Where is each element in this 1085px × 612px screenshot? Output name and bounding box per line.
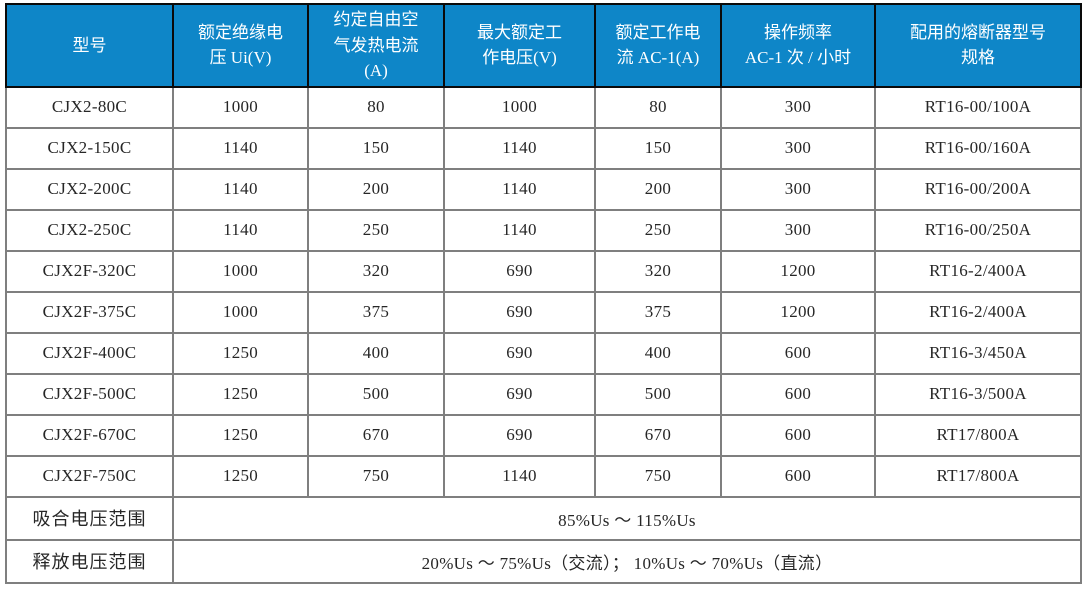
cell-model: CJX2F-375C bbox=[5, 290, 174, 334]
header-row: 型号 额定绝缘电 压 Ui(V) 约定自由空 气发热电流 (A) 最大额定工 作电压(… bbox=[5, 3, 1082, 88]
cell-max-working-voltage: 690 bbox=[443, 290, 596, 334]
cell-model: CJX2-250C bbox=[5, 208, 174, 252]
cell-fuse-spec: RT16-00/200A bbox=[874, 167, 1082, 211]
cell-max-working-voltage: 1140 bbox=[443, 454, 596, 498]
table-row: CJX2F-670C 1250 670 690 670 600 RT17/800A bbox=[5, 413, 1082, 457]
cell-max-working-voltage: 690 bbox=[443, 331, 596, 375]
cell-thermal-current: 500 bbox=[307, 372, 445, 416]
cell-rated-insulation-voltage: 1000 bbox=[172, 85, 309, 129]
release-voltage-range-row: 释放电压范围 20%Us ～ 75%Us（交流）； 10%Us ～ 70%Us（直… bbox=[5, 538, 1082, 584]
cell-max-working-voltage: 690 bbox=[443, 249, 596, 293]
cell-model: CJX2F-750C bbox=[5, 454, 174, 498]
cell-thermal-current: 750 bbox=[307, 454, 445, 498]
pull-in-voltage-range-row: 吸合电压范围 85%Us ～ 115%Us bbox=[5, 495, 1082, 541]
cell-working-current: 200 bbox=[594, 167, 722, 211]
cell-max-working-voltage: 1140 bbox=[443, 167, 596, 211]
header-conventional-free-air-thermal-current: 约定自由空 气发热电流 (A) bbox=[307, 3, 445, 88]
cell-model: CJX2F-670C bbox=[5, 413, 174, 457]
table-row: CJX2F-400C 1250 400 690 400 600 RT16-3/450A bbox=[5, 331, 1082, 375]
cell-working-current: 500 bbox=[594, 372, 722, 416]
table-row: CJX2F-500C 1250 500 690 500 600 RT16-3/500A bbox=[5, 372, 1082, 416]
cell-max-working-voltage: 1140 bbox=[443, 208, 596, 252]
cell-model: CJX2-200C bbox=[5, 167, 174, 211]
cell-rated-insulation-voltage: 1140 bbox=[172, 126, 309, 170]
cell-rated-insulation-voltage: 1250 bbox=[172, 413, 309, 457]
table-footer: 吸合电压范围 85%Us ～ 115%Us 释放电压范围 20%Us ～ 75%Us（… bbox=[5, 495, 1082, 584]
cell-max-working-voltage: 690 bbox=[443, 413, 596, 457]
cell-max-working-voltage: 1140 bbox=[443, 126, 596, 170]
header-operating-frequency: 操作频率 AC-1 次 / 小时 bbox=[720, 3, 876, 88]
header-rated-working-current-ac1: 额定工作电 流 AC-1(A) bbox=[594, 3, 722, 88]
header-max-rated-working-voltage: 最大额定工 作电压(V) bbox=[443, 3, 596, 88]
cell-fuse-spec: RT16-00/250A bbox=[874, 208, 1082, 252]
cell-max-working-voltage: 1000 bbox=[443, 85, 596, 129]
cell-rated-insulation-voltage: 1000 bbox=[172, 249, 309, 293]
cell-operating-frequency: 600 bbox=[720, 331, 876, 375]
cell-thermal-current: 200 bbox=[307, 167, 445, 211]
cell-fuse-spec: RT16-2/400A bbox=[874, 290, 1082, 334]
cell-thermal-current: 375 bbox=[307, 290, 445, 334]
cell-fuse-spec: RT16-00/160A bbox=[874, 126, 1082, 170]
cell-operating-frequency: 1200 bbox=[720, 249, 876, 293]
cell-working-current: 250 bbox=[594, 208, 722, 252]
cell-rated-insulation-voltage: 1000 bbox=[172, 290, 309, 334]
cell-fuse-spec: RT16-3/450A bbox=[874, 331, 1082, 375]
cell-operating-frequency: 300 bbox=[720, 167, 876, 211]
cell-operating-frequency: 300 bbox=[720, 208, 876, 252]
cell-operating-frequency: 1200 bbox=[720, 290, 876, 334]
cell-working-current: 400 bbox=[594, 331, 722, 375]
cell-thermal-current: 150 bbox=[307, 126, 445, 170]
table-row: CJX2-80C 1000 80 1000 80 300 RT16-00/100A bbox=[5, 85, 1082, 129]
table-row: CJX2-250C 1140 250 1140 250 300 RT16-00/250A bbox=[5, 208, 1082, 252]
release-voltage-range-row-value: 20%Us ～ 75%Us（交流）； 10%Us ～ 70%Us（直流） bbox=[172, 538, 1082, 584]
cell-working-current: 80 bbox=[594, 85, 722, 129]
table-row: CJX2-150C 1140 150 1140 150 300 RT16-00/160A bbox=[5, 126, 1082, 170]
cell-model: CJX2F-320C bbox=[5, 249, 174, 293]
table-row: CJX2F-375C 1000 375 690 375 1200 RT16-2/400A bbox=[5, 290, 1082, 334]
cell-working-current: 320 bbox=[594, 249, 722, 293]
cell-working-current: 150 bbox=[594, 126, 722, 170]
cell-fuse-spec: RT17/800A bbox=[874, 454, 1082, 498]
cell-operating-frequency: 300 bbox=[720, 126, 876, 170]
cell-rated-insulation-voltage: 1250 bbox=[172, 372, 309, 416]
cell-thermal-current: 250 bbox=[307, 208, 445, 252]
cell-working-current: 750 bbox=[594, 454, 722, 498]
cell-operating-frequency: 600 bbox=[720, 454, 876, 498]
cell-thermal-current: 320 bbox=[307, 249, 445, 293]
cell-model: CJX2-150C bbox=[5, 126, 174, 170]
table-body: CJX2-80C 1000 80 1000 80 300 RT16-00/100A CJX2-… bbox=[5, 85, 1082, 498]
cell-fuse-spec: RT17/800A bbox=[874, 413, 1082, 457]
cell-working-current: 670 bbox=[594, 413, 722, 457]
table-row: CJX2F-750C 1250 750 1140 750 600 RT17/800A bbox=[5, 454, 1082, 498]
cell-rated-insulation-voltage: 1250 bbox=[172, 454, 309, 498]
cell-fuse-spec: RT16-3/500A bbox=[874, 372, 1082, 416]
cell-operating-frequency: 600 bbox=[720, 372, 876, 416]
cell-max-working-voltage: 690 bbox=[443, 372, 596, 416]
release-voltage-range-row-label: 释放电压范围 bbox=[5, 538, 174, 584]
table-row: CJX2-200C 1140 200 1140 200 300 RT16-00/200A bbox=[5, 167, 1082, 211]
cell-thermal-current: 400 bbox=[307, 331, 445, 375]
table-row: CJX2F-320C 1000 320 690 320 1200 RT16-2/400A bbox=[5, 249, 1082, 293]
cell-fuse-spec: RT16-2/400A bbox=[874, 249, 1082, 293]
cell-model: CJX2F-400C bbox=[5, 331, 174, 375]
table-header: 型号 额定绝缘电 压 Ui(V) 约定自由空 气发热电流 (A) 最大额定工 作电压(… bbox=[5, 3, 1082, 88]
cell-rated-insulation-voltage: 1140 bbox=[172, 167, 309, 211]
cell-rated-insulation-voltage: 1140 bbox=[172, 208, 309, 252]
cell-operating-frequency: 300 bbox=[720, 85, 876, 129]
pull-in-voltage-range-row-label: 吸合电压范围 bbox=[5, 495, 174, 541]
header-model: 型号 bbox=[5, 3, 174, 88]
cell-working-current: 375 bbox=[594, 290, 722, 334]
cell-rated-insulation-voltage: 1250 bbox=[172, 331, 309, 375]
cell-thermal-current: 80 bbox=[307, 85, 445, 129]
cell-fuse-spec: RT16-00/100A bbox=[874, 85, 1082, 129]
cell-model: CJX2F-500C bbox=[5, 372, 174, 416]
pull-in-voltage-range-row-value: 85%Us ～ 115%Us bbox=[172, 495, 1082, 541]
cell-model: CJX2-80C bbox=[5, 85, 174, 129]
header-rated-insulation-voltage: 额定绝缘电 压 Ui(V) bbox=[172, 3, 309, 88]
cell-thermal-current: 670 bbox=[307, 413, 445, 457]
cell-operating-frequency: 600 bbox=[720, 413, 876, 457]
contactor-spec-table: 型号 额定绝缘电 压 Ui(V) 约定自由空 气发热电流 (A) 最大额定工 作电压(… bbox=[5, 3, 1082, 584]
header-fuse-type-spec: 配用的熔断器型号 规格 bbox=[874, 3, 1082, 88]
